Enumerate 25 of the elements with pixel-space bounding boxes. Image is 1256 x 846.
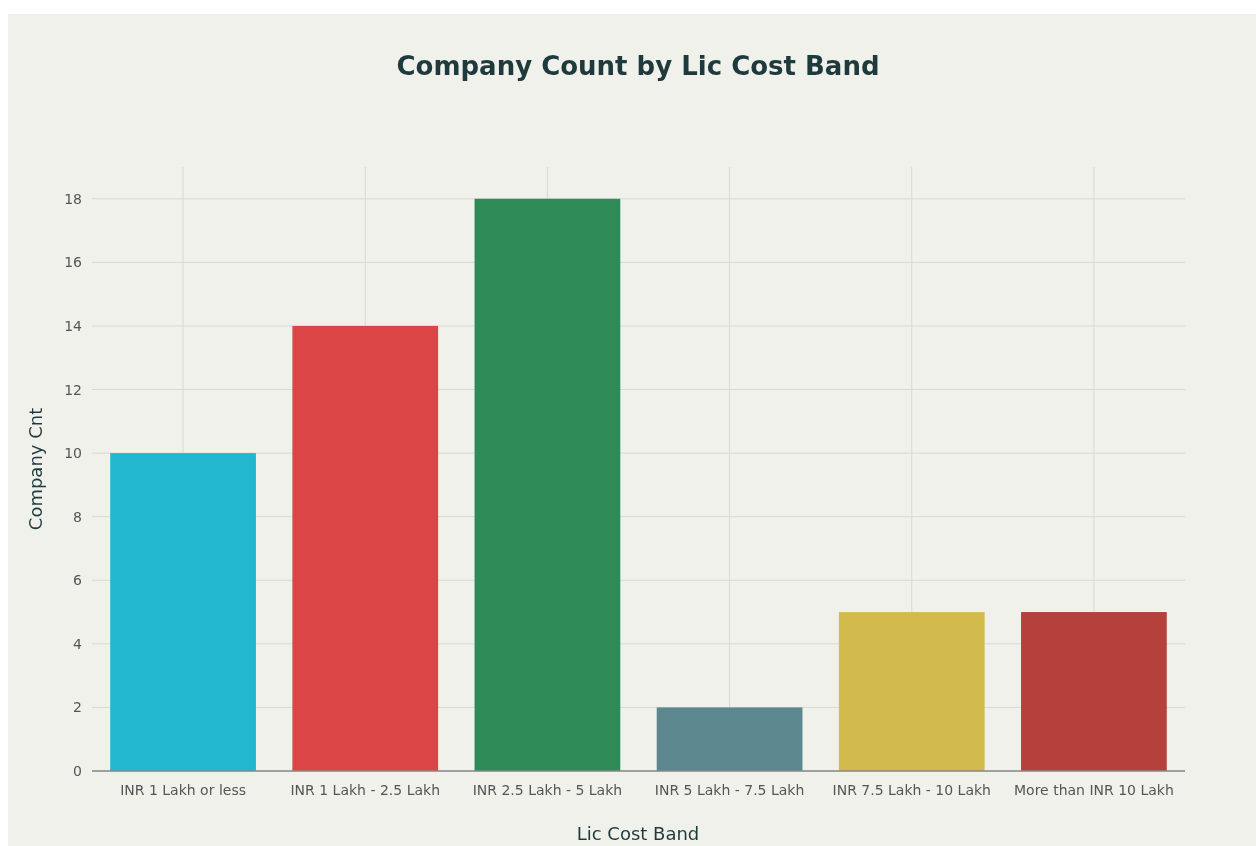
y-tick-label: 0 <box>73 762 82 779</box>
y-tick-label: 10 <box>64 445 82 462</box>
x-axis-title: Lic Cost Band <box>576 823 700 844</box>
x-tick-label: INR 7.5 Lakh - 10 Lakh <box>832 781 991 798</box>
x-tick-label: INR 5 Lakh - 7.5 Lakh <box>654 781 805 798</box>
bar <box>656 707 803 771</box>
y-tick-label: 18 <box>64 190 82 207</box>
y-tick-label: 12 <box>64 381 82 398</box>
y-tick-label: 16 <box>64 254 83 271</box>
x-tick-label: INR 1 Lakh or less <box>120 781 246 798</box>
bar <box>292 325 439 771</box>
bar <box>110 453 256 771</box>
bar <box>474 198 621 771</box>
y-axis-title: Company Cnt <box>25 407 46 531</box>
y-tick-label: 14 <box>64 317 83 334</box>
x-tick-label: INR 1 Lakh - 2.5 Lakh <box>290 781 441 798</box>
x-tick-label: More than INR 10 Lakh <box>1014 781 1174 798</box>
y-tick-label: 2 <box>73 699 82 716</box>
x-tick-label: INR 2.5 Lakh - 5 Lakh <box>472 781 623 798</box>
chart-title: Company Count by Lic Cost Band <box>396 51 880 81</box>
bar <box>838 612 985 771</box>
y-tick-label: 8 <box>73 508 82 525</box>
y-tick-label: 4 <box>73 635 83 652</box>
bar <box>1021 612 1167 771</box>
y-tick-label: 6 <box>73 572 83 589</box>
